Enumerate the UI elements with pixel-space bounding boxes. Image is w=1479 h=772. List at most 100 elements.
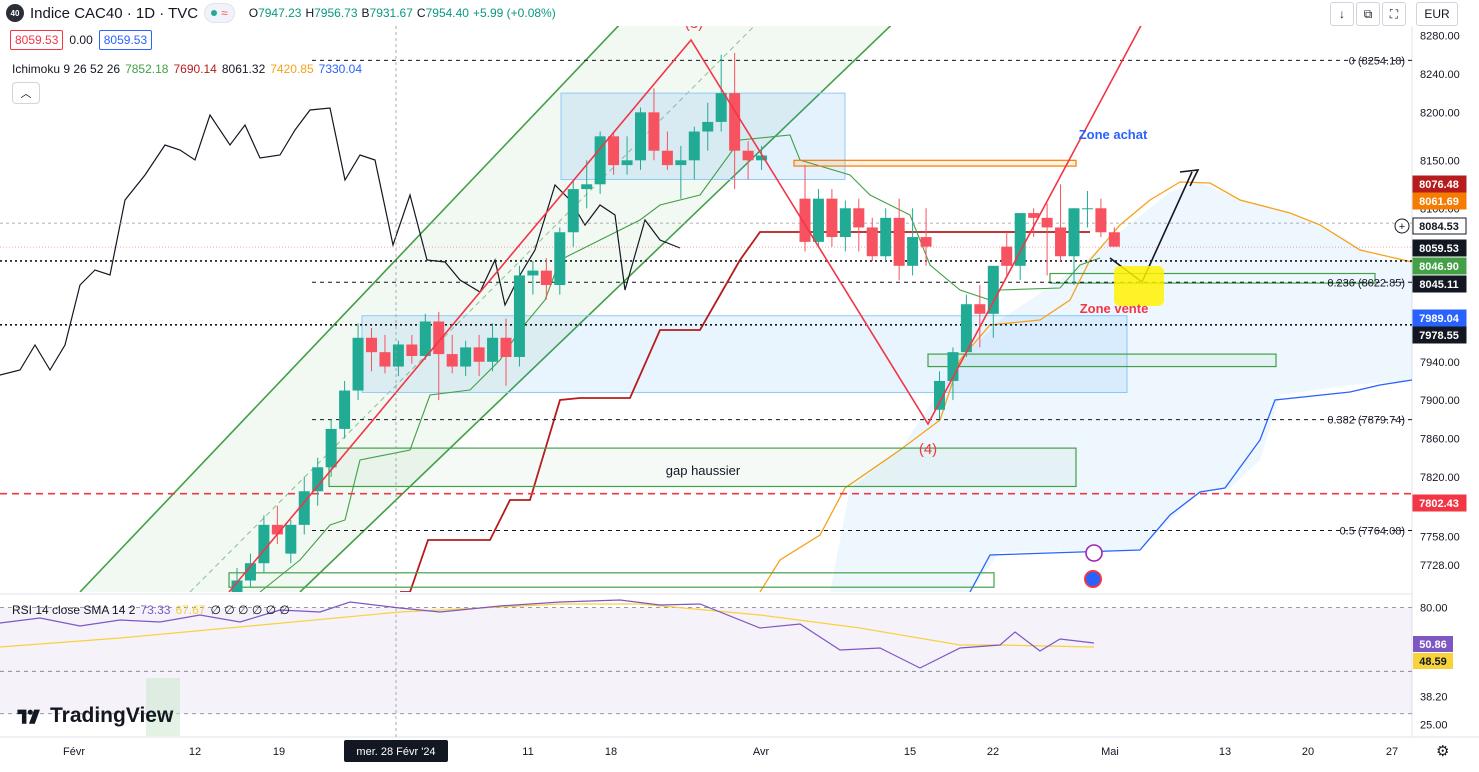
candle-body — [298, 491, 310, 525]
candle-body — [812, 198, 824, 242]
price-axis-label: 7860.00 — [1420, 434, 1460, 446]
candle-body — [661, 150, 673, 166]
candle-body — [729, 93, 741, 151]
candle-body — [880, 217, 892, 257]
x-axis-label: 22 — [987, 746, 999, 758]
candle-body — [608, 136, 620, 166]
price-tag-label: 8084.53 — [1419, 221, 1459, 233]
candle — [742, 141, 754, 180]
currency-selector[interactable]: EUR — [1416, 2, 1458, 26]
rsi-value: 67.67 — [175, 603, 206, 617]
arrow-down-button[interactable]: ↓ — [1330, 2, 1354, 26]
plus-icon: + — [1399, 221, 1405, 233]
candle-body — [974, 304, 986, 314]
candle-body — [756, 155, 768, 161]
rsi-shade — [146, 678, 180, 736]
symbol-badge[interactable]: 40 — [6, 4, 24, 22]
candle — [271, 505, 283, 545]
spread-value: 0.00 — [69, 33, 93, 47]
candle-body — [554, 232, 566, 286]
annotation-label: Zone achat — [1079, 127, 1148, 142]
candle — [1068, 208, 1080, 286]
fib-label: 0.5 (7764.08) — [1340, 526, 1405, 538]
ohlc-item: H7956.73 — [305, 6, 357, 20]
candle-body — [473, 347, 485, 362]
candle-body — [244, 563, 256, 581]
senkou-a-line — [759, 181, 1412, 592]
candle — [635, 107, 646, 170]
ohlc-values: O7947.23 H7956.73 B7931.67 C7954.40 +5.99 (+… — [249, 6, 556, 20]
price-axis-label: 7758.00 — [1420, 531, 1460, 543]
candle-body — [635, 112, 646, 161]
candle-body — [1028, 213, 1040, 218]
candle-body — [715, 93, 727, 122]
highlight-marker — [1114, 266, 1164, 306]
price-tag-bg — [1412, 217, 1467, 235]
candle — [419, 313, 431, 360]
candle — [812, 189, 824, 247]
currency-label: EUR — [1424, 7, 1450, 21]
candle — [527, 261, 539, 295]
candle — [729, 52, 741, 190]
rsi-legend[interactable]: RSI 14 close SMA 14 2 73.33 67.67 ∅ ∅ ∅ ∅ … — [12, 603, 290, 617]
candle — [893, 198, 905, 281]
price-tag-label: 8046.90 — [1419, 261, 1459, 273]
price-tag: 7978.55 — [1412, 326, 1467, 344]
ask-price[interactable]: 8059.53 — [98, 30, 153, 50]
ohlc-value: 7931.67 — [369, 6, 413, 20]
channel-fill — [80, 26, 891, 592]
candle — [1014, 213, 1026, 281]
add-alert-icon — [1394, 218, 1410, 234]
candle-body — [581, 184, 593, 190]
candle — [1055, 184, 1067, 262]
candle — [1108, 227, 1120, 247]
candle — [1081, 191, 1093, 228]
rsi-band — [0, 607, 1412, 714]
wave-line — [228, 26, 1142, 592]
symbol-title[interactable]: Indice CAC40 · 1D · TVC — [30, 4, 199, 22]
candle — [298, 476, 310, 535]
candle — [487, 323, 499, 372]
price-tag: 8046.90 — [1412, 257, 1467, 275]
price-tag-label: 8045.11 — [1419, 279, 1458, 291]
candle-body — [702, 121, 714, 132]
restore-button[interactable]: ⧉ — [1356, 2, 1380, 26]
candle — [500, 318, 512, 386]
price-tag: 8076.48 — [1412, 175, 1467, 193]
candle-body — [540, 270, 552, 286]
ohlc-item: C7954.40 — [417, 6, 469, 20]
channel-lower-line — [299, 26, 892, 592]
ichimoku-value: 7690.14 — [173, 62, 217, 76]
candle-body — [947, 352, 959, 381]
arrow-down-icon: ↓ — [1339, 7, 1345, 21]
bid-price[interactable]: 8059.53 — [10, 30, 64, 50]
ichimoku-legend[interactable]: Ichimoku 9 26 52 26 7852.18 7690.14 8061.3… — [12, 62, 362, 76]
candle — [715, 54, 727, 132]
rsi-axis-label: 25.00 — [1420, 719, 1448, 731]
ohlc-item: +5.99 (+0.08%) — [473, 6, 556, 20]
candle-body — [1014, 213, 1026, 266]
candle — [446, 334, 458, 374]
candle — [581, 160, 593, 209]
candle — [392, 340, 404, 377]
candle — [853, 198, 865, 252]
candle-body — [594, 136, 606, 185]
candle — [688, 126, 700, 180]
candle — [594, 131, 606, 194]
candle-body — [675, 160, 687, 166]
price-tag: 7802.43 — [1412, 494, 1467, 512]
gear-icon[interactable]: ⚙ — [1436, 743, 1450, 760]
candle — [826, 189, 838, 247]
ohlc-key: H — [305, 6, 315, 20]
lightning-icon — [1085, 544, 1103, 562]
market-status-pill[interactable]: ≈ — [204, 3, 235, 23]
candle-body — [866, 227, 878, 257]
collapse-legend-button[interactable]: ︿ — [12, 82, 40, 104]
candle — [312, 457, 324, 506]
candle — [325, 419, 337, 477]
fullscreen-button[interactable]: ⛶ — [1382, 2, 1406, 26]
tradingview-logo[interactable]: TradingView — [14, 704, 173, 728]
candle — [661, 131, 673, 170]
candle — [934, 371, 945, 420]
